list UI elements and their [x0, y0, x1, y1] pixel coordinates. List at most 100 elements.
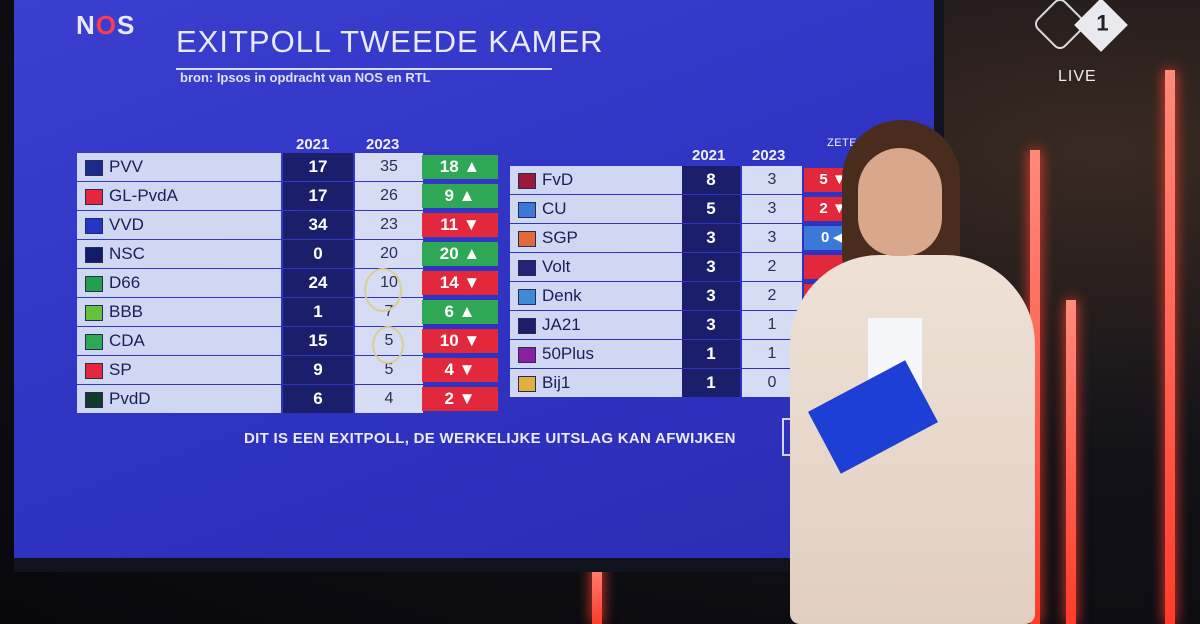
- annotation-circle: [364, 268, 402, 312]
- party-label: VVD: [109, 215, 144, 234]
- party-label: CU: [542, 199, 567, 218]
- seats-2021-cell: 1: [682, 340, 740, 368]
- col-2023-right: 2023: [752, 147, 786, 164]
- seats-2021-cell: 24: [283, 269, 353, 297]
- seat-change-badge: 6 ▲: [422, 300, 498, 324]
- source-note: bron: Ipsos in opdracht van NOS en RTL: [180, 70, 431, 85]
- party-name-cell: JA21: [510, 311, 682, 339]
- seats-2023-cell: 35: [355, 153, 423, 181]
- party-name-cell: GL-PvdA: [77, 182, 281, 210]
- party-name-cell: SGP: [510, 224, 682, 252]
- party-color-swatch: [85, 276, 103, 292]
- party-color-swatch: [518, 231, 536, 247]
- seats-2023-cell: 20: [355, 240, 423, 268]
- seats-2021-cell: 15: [283, 327, 353, 355]
- party-name-cell: NSC: [77, 240, 281, 268]
- party-name-cell: CU: [510, 195, 682, 223]
- seats-2021-cell: 34: [283, 211, 353, 239]
- party-color-swatch: [518, 318, 536, 334]
- party-color-swatch: [518, 260, 536, 276]
- party-name-cell: Bij1: [510, 369, 682, 397]
- seat-change-badge: 9 ▲: [422, 184, 498, 208]
- party-label: BBB: [109, 302, 144, 321]
- seats-2023-cell: 2: [742, 282, 802, 310]
- party-label: SGP: [542, 228, 578, 247]
- party-label: Denk: [542, 286, 582, 305]
- seat-change-badge: 10 ▼: [422, 329, 498, 353]
- party-color-swatch: [518, 347, 536, 363]
- neon-light: [1030, 150, 1040, 624]
- nos-logo: NOS: [76, 10, 136, 40]
- seats-2021-cell: 17: [283, 182, 353, 210]
- seats-2021-cell: 3: [682, 282, 740, 310]
- party-color-swatch: [85, 305, 103, 321]
- party-name-cell: VVD: [77, 211, 281, 239]
- page-title: EXITPOLL TWEEDE KAMER: [176, 24, 604, 59]
- party-name-cell: FvD: [510, 166, 682, 194]
- party-color-swatch: [85, 334, 103, 350]
- party-name-cell: Denk: [510, 282, 682, 310]
- seats-2021-cell: 1: [283, 298, 353, 326]
- seats-2021-cell: 9: [283, 356, 353, 384]
- seats-2023-cell: 26: [355, 182, 423, 210]
- seats-2021-cell: 3: [682, 311, 740, 339]
- party-color-swatch: [85, 160, 103, 176]
- seats-2021-cell: 8: [682, 166, 740, 194]
- presenter-face: [858, 148, 942, 256]
- col-2023-left: 2023: [366, 136, 400, 153]
- title-underline: [176, 68, 552, 70]
- party-color-swatch: [85, 218, 103, 234]
- seats-2021-cell: 5: [682, 195, 740, 223]
- party-label: GL-PvdA: [109, 186, 178, 205]
- neon-light: [1066, 300, 1076, 624]
- party-label: Volt: [542, 257, 571, 276]
- seats-2023-cell: 2: [742, 253, 802, 281]
- annotation-circle: [372, 326, 404, 364]
- party-label: D66: [109, 273, 141, 292]
- party-label: Bij1: [542, 373, 571, 392]
- col-2021-left: 2021: [296, 136, 330, 153]
- disclaimer: DIT IS EEN EXITPOLL, DE WERKELIJKE UITSL…: [244, 430, 736, 447]
- seat-change-badge: 2 ▼: [422, 387, 498, 411]
- party-name-cell: PVV: [77, 153, 281, 181]
- party-color-swatch: [518, 202, 536, 218]
- seats-2023-cell: 3: [742, 166, 802, 194]
- seat-change-badge: 18 ▲: [422, 155, 498, 179]
- party-color-swatch: [518, 376, 536, 392]
- npo1-live-logo: 1 LIVE: [1031, 0, 1128, 88]
- seats-2021-cell: 17: [283, 153, 353, 181]
- party-label: SP: [109, 360, 132, 379]
- party-color-swatch: [85, 363, 103, 379]
- party-name-cell: D66: [77, 269, 281, 297]
- seat-change-badge: 11 ▼: [422, 213, 498, 237]
- seats-2023-cell: 3: [742, 224, 802, 252]
- party-name-cell: 50Plus: [510, 340, 682, 368]
- live-label: LIVE: [1058, 68, 1097, 85]
- party-color-swatch: [85, 247, 103, 263]
- party-color-swatch: [518, 289, 536, 305]
- party-label: CDA: [109, 331, 145, 350]
- seats-2021-cell: 6: [283, 385, 353, 413]
- party-name-cell: Volt: [510, 253, 682, 281]
- seats-2021-cell: 3: [682, 253, 740, 281]
- seats-2021-cell: 0: [283, 240, 353, 268]
- party-label: PvdD: [109, 389, 151, 408]
- seat-change-badge: 14 ▼: [422, 271, 498, 295]
- party-name-cell: BBB: [77, 298, 281, 326]
- seat-change-badge: 20 ▲: [422, 242, 498, 266]
- seats-2023-cell: 23: [355, 211, 423, 239]
- seats-2021-cell: 1: [682, 369, 740, 397]
- party-label: 50Plus: [542, 344, 594, 363]
- party-label: NSC: [109, 244, 145, 263]
- party-name-cell: PvdD: [77, 385, 281, 413]
- seats-2021-cell: 3: [682, 224, 740, 252]
- party-label: FvD: [542, 170, 574, 189]
- party-color-swatch: [518, 173, 536, 189]
- party-color-swatch: [85, 189, 103, 205]
- party-color-swatch: [85, 392, 103, 408]
- col-2021-right: 2021: [692, 147, 726, 164]
- party-name-cell: SP: [77, 356, 281, 384]
- seat-change-badge: 4 ▼: [422, 358, 498, 382]
- neon-light: [1165, 70, 1175, 624]
- seats-2023-cell: 4: [355, 385, 423, 413]
